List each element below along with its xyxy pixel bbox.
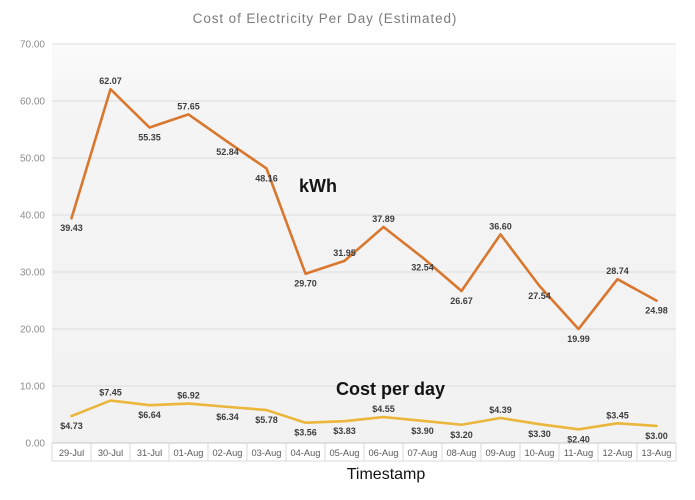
x-category-label: 13-Aug: [642, 448, 672, 458]
data-label: 32.54: [411, 263, 434, 273]
data-label: $3.00: [645, 431, 668, 441]
y-tick-label: 50.00: [20, 154, 45, 165]
series-label-kwh: kWh: [299, 176, 337, 196]
x-category-label: 30-Jul: [98, 448, 123, 458]
data-label: 24.98: [645, 306, 668, 316]
data-label: $3.83: [333, 426, 356, 436]
y-tick-label: 30.00: [20, 268, 45, 279]
series-line-kwh: [70, 87, 658, 331]
data-label: 26.67: [450, 296, 473, 306]
y-tick-label: 20.00: [20, 325, 45, 336]
chart-plot-area: 0.00 10.00 20.00 30.00 40.00 50.00 60.00 70.00 2…: [20, 40, 677, 462]
data-label: $3.45: [606, 410, 629, 420]
x-category-label: 08-Aug: [447, 448, 477, 458]
y-tick-label: 70.00: [20, 40, 45, 51]
data-label: 31.95: [333, 248, 356, 258]
data-label: $6.64: [138, 410, 161, 420]
data-label: $3.20: [450, 430, 473, 440]
x-category-label: 03-Aug: [252, 448, 282, 458]
data-label: $3.90: [411, 426, 434, 436]
x-category-label: 31-Jul: [137, 448, 162, 458]
data-label: $5.78: [255, 415, 278, 425]
data-label: $7.45: [99, 388, 122, 398]
x-category-label: 01-Aug: [174, 448, 204, 458]
data-label: $3.56: [294, 428, 317, 438]
data-label: 19.99: [567, 334, 590, 344]
data-label: 55.35: [138, 133, 161, 143]
x-category-label: 11-Aug: [564, 448, 593, 458]
y-tick-label: 40.00: [20, 211, 45, 222]
data-label: $2.40: [567, 434, 590, 444]
data-label: $3.30: [528, 429, 551, 439]
chart-title: Cost of Electricity Per Day (Estimated): [192, 11, 458, 26]
data-label: 57.65: [177, 101, 200, 111]
data-label: $4.39: [489, 405, 512, 415]
data-label: 29.70: [294, 279, 317, 289]
x-category-label: 09-Aug: [486, 448, 516, 458]
data-label: $6.92: [177, 391, 200, 401]
data-label: 28.74: [606, 266, 629, 276]
data-label: 52.84: [216, 147, 239, 157]
x-category-label: 04-Aug: [291, 448, 321, 458]
series-line-cost-per-day: [70, 399, 658, 431]
data-label: $4.73: [60, 421, 83, 431]
data-label: 39.43: [60, 223, 83, 233]
data-label: 27.54: [528, 291, 551, 301]
x-category-label: 05-Aug: [330, 448, 360, 458]
data-label: 48.16: [255, 173, 278, 183]
series-label-cost-per-day: Cost per day: [336, 379, 446, 399]
y-tick-label: 0.00: [26, 439, 46, 450]
data-label: $4.55: [372, 404, 395, 414]
data-label: 37.89: [372, 214, 395, 224]
x-category-label: 12-Aug: [603, 448, 633, 458]
x-category-label: 02-Aug: [213, 448, 243, 458]
data-label: 62.07: [99, 76, 122, 86]
x-category-label: 07-Aug: [408, 448, 438, 458]
x-category-label: 06-Aug: [369, 448, 399, 458]
x-category-label: 29-Jul: [59, 448, 84, 458]
x-axis-title: Timestamp: [346, 466, 426, 483]
data-label: $6.34: [216, 412, 239, 422]
data-label: 36.60: [489, 221, 512, 231]
x-category-label: 10-Aug: [525, 448, 555, 458]
y-tick-label: 10.00: [20, 382, 45, 393]
y-tick-label: 60.00: [20, 97, 45, 108]
